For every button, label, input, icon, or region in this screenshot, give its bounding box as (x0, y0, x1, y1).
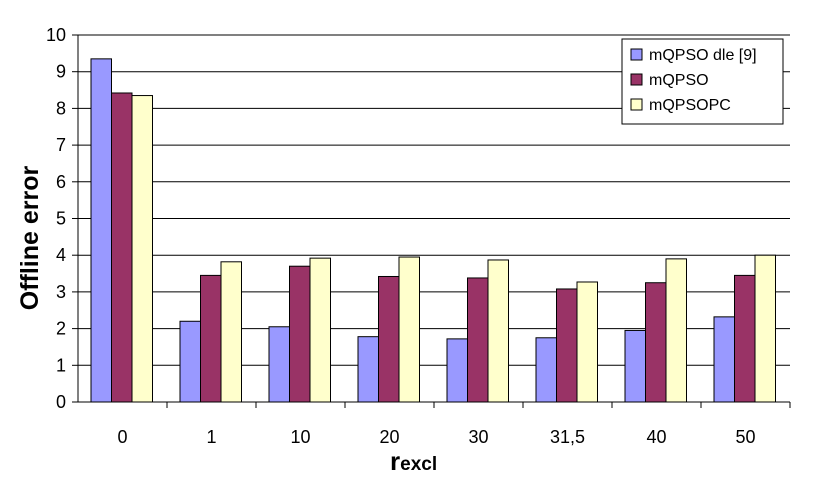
bar-mqpso-dle-9--40 (624, 329, 646, 403)
y-tick-label: 5 (56, 209, 66, 229)
bars (90, 58, 776, 403)
bar-mqpso-dle-9--10 (268, 326, 290, 403)
bar-mqpso-40 (645, 282, 667, 403)
y-tick-label: 6 (56, 172, 66, 192)
x-tick-label: 40 (646, 427, 666, 447)
bar-mqpso-50 (734, 274, 756, 403)
x-tick-label: 0 (117, 427, 127, 447)
x-tick-label: 20 (379, 427, 399, 447)
bar-mqpsopc-20 (398, 256, 420, 403)
bar-mqpso-30 (467, 277, 489, 403)
legend-label: mQPSO (649, 72, 709, 89)
bar-mqpso-dle-9--1 (179, 320, 201, 403)
bar-mqpsopc-10 (309, 257, 331, 403)
y-tick-label: 7 (56, 135, 66, 155)
x-tick-labels: 0 1 10 20 30 31,5 40 50 (117, 427, 755, 447)
legend-swatch (630, 73, 643, 86)
legend-swatch (630, 98, 643, 111)
bar-mqpso-20 (378, 275, 400, 403)
bar-mqpsopc-50 (754, 254, 776, 403)
x-tick-label: 1 (206, 427, 216, 447)
y-tick-label: 8 (56, 98, 66, 118)
bar-mqpso-dle-9--31-5 (535, 337, 557, 403)
bar-mqpso-1 (200, 274, 222, 403)
y-tick-label: 1 (56, 355, 66, 375)
y-tick-label: 3 (56, 282, 66, 302)
y-tick-label: 4 (56, 245, 66, 265)
bar-mqpsopc-31-5 (576, 281, 598, 403)
bar-mqpso-0 (111, 92, 133, 403)
y-tick-label: 10 (46, 25, 66, 45)
bar-mqpso-31-5 (556, 288, 578, 403)
legend-box (621, 38, 784, 125)
bar-mqpso-dle-9--20 (357, 336, 379, 403)
bar-mqpsopc-40 (665, 258, 687, 403)
x-tick-label: 10 (290, 427, 310, 447)
bar-mqpso-10 (289, 265, 311, 403)
x-tick-label: 31,5 (550, 427, 585, 447)
bar-mqpsopc-30 (487, 259, 509, 403)
bar-mqpso-dle-9--50 (713, 316, 735, 403)
y-tick-label: 9 (56, 62, 66, 82)
x-axis-label-main: r (390, 446, 400, 476)
x-tick-label: 30 (468, 427, 488, 447)
x-tick-label: 50 (735, 427, 755, 447)
legend-label: mQPSOPC (649, 97, 731, 114)
bar-mqpsopc-1 (220, 261, 242, 403)
y-tick-label: 2 (56, 319, 66, 339)
x-axis-label: rexcl (390, 446, 437, 476)
legend-swatch (630, 48, 643, 61)
bar-mqpso-dle-9--30 (446, 338, 468, 403)
axes (72, 34, 791, 408)
x-axis-label-subscript: excl (400, 454, 437, 475)
y-axis-label: Offline error (16, 166, 44, 311)
y-tick-labels: 0 1 2 3 4 5 6 7 8 9 10 (46, 25, 66, 412)
legend-label: mQPSO dle [9] (649, 47, 757, 64)
bar-mqpso-dle-9--0 (90, 58, 112, 403)
y-tick-label: 0 (56, 392, 66, 412)
bar-mqpsopc-0 (131, 95, 153, 403)
legend: mQPSO dle [9] mQPSO mQPSOPC (621, 38, 784, 125)
